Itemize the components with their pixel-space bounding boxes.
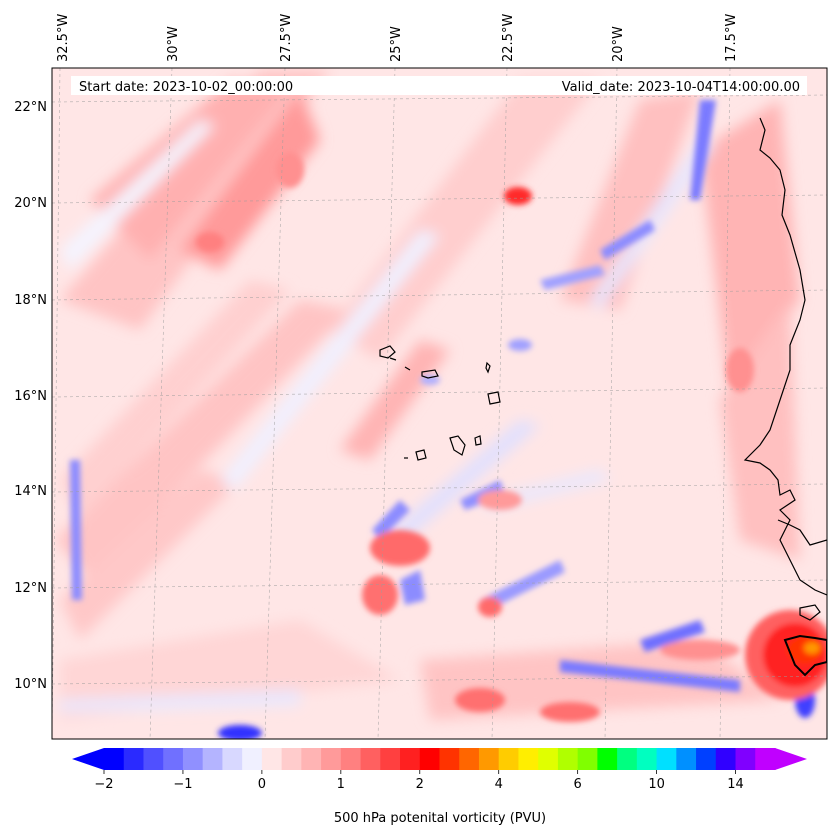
colorbar-block	[636, 748, 658, 770]
colorbar-min-extend	[72, 748, 104, 770]
colorbar-block	[498, 748, 520, 770]
map-area	[52, 68, 827, 739]
lat-label: 14°N	[14, 484, 47, 499]
colorbar-block	[656, 748, 677, 770]
colorbar-block	[439, 748, 460, 770]
colorbar-block	[182, 748, 204, 770]
colorbar-ticks: −2 −1 0 1 2 4 6 10 14	[94, 770, 744, 792]
colorbar-block	[597, 748, 618, 770]
colorbar-block	[696, 748, 717, 770]
lon-label: 17.5°W	[724, 14, 739, 62]
lon-label: 22.5°W	[501, 14, 516, 62]
colorbar-block	[715, 748, 737, 770]
colorbar-tick-label: 2	[416, 777, 424, 792]
lat-label: 16°N	[14, 389, 47, 404]
colorbar-block	[143, 748, 164, 770]
colorbar-block	[735, 748, 756, 770]
lon-label: 25°W	[389, 26, 404, 62]
coastlines	[379, 117, 827, 677]
colorbar-block	[123, 748, 145, 770]
colorbar-block	[242, 748, 263, 770]
colorbar-block	[360, 748, 381, 770]
longitude-labels: 32.5°W 30°W 27.5°W 25°W 22.5°W 20°W 17.5…	[56, 14, 739, 62]
colorbar-block	[222, 748, 243, 770]
colorbar-tick-label: 0	[258, 777, 266, 792]
colorbar-block	[301, 748, 322, 770]
colorbar-block	[518, 748, 539, 770]
colorbar-block	[617, 748, 638, 770]
lon-label: 32.5°W	[56, 14, 71, 62]
lat-label: 18°N	[14, 293, 47, 308]
colorbar-tick-label: −1	[173, 777, 192, 792]
colorbar-max-extend	[775, 748, 807, 770]
colorbar-tick-label: 10	[648, 777, 665, 792]
gridlines	[52, 68, 827, 739]
colorbar-block	[281, 748, 302, 770]
colorbar-label: 500 hPa potenital vorticity (PVU)	[334, 811, 546, 826]
lon-label: 30°W	[166, 26, 181, 62]
colorbar-tick-label: −2	[94, 777, 113, 792]
colorbar-block	[577, 748, 598, 770]
date-banner-bg	[71, 76, 807, 95]
date-banner: Start date: 2023-10-02_00:00:00 Valid_da…	[71, 76, 807, 95]
colorbar-blocks	[104, 748, 776, 770]
lat-label: 20°N	[14, 196, 47, 211]
pv-features	[70, 100, 827, 739]
colorbar-block	[419, 748, 441, 770]
colorbar-tick-label: 14	[727, 777, 744, 792]
lat-label: 22°N	[14, 100, 47, 115]
lat-label: 10°N	[14, 677, 47, 692]
colorbar-block	[538, 748, 559, 770]
colorbar-block	[400, 748, 421, 770]
colorbar-block	[478, 748, 500, 770]
colorbar-block	[340, 748, 362, 770]
colorbar-block	[676, 748, 697, 770]
valid-date-text: Valid_date: 2023-10-04T14:00:00.00	[562, 80, 800, 95]
colorbar-block	[104, 748, 125, 770]
colorbar: −2 −1 0 1 2 4 6 10 14 500 hPa potenital vorticit…	[72, 748, 807, 826]
colorbar-block	[202, 748, 224, 770]
colorbar-block	[380, 748, 401, 770]
colorbar-tick-label: 6	[574, 777, 582, 792]
map-frame	[51, 67, 828, 740]
lon-label: 20°W	[611, 26, 626, 62]
colorbar-block	[261, 748, 283, 770]
colorbar-tick-label: 4	[495, 777, 503, 792]
colorbar-block	[557, 748, 579, 770]
lon-label: 27.5°W	[279, 14, 294, 62]
colorbar-block	[459, 748, 480, 770]
colorbar-tick-label: 1	[337, 777, 345, 792]
start-date-text: Start date: 2023-10-02_00:00:00	[79, 80, 293, 95]
latitude-labels: 22°N 20°N 18°N 16°N 14°N 12°N 10°N	[14, 100, 47, 692]
pv-field	[55, 70, 800, 720]
colorbar-block	[755, 748, 776, 770]
lat-label: 12°N	[14, 581, 47, 596]
colorbar-block	[321, 748, 342, 770]
colorbar-block	[163, 748, 184, 770]
